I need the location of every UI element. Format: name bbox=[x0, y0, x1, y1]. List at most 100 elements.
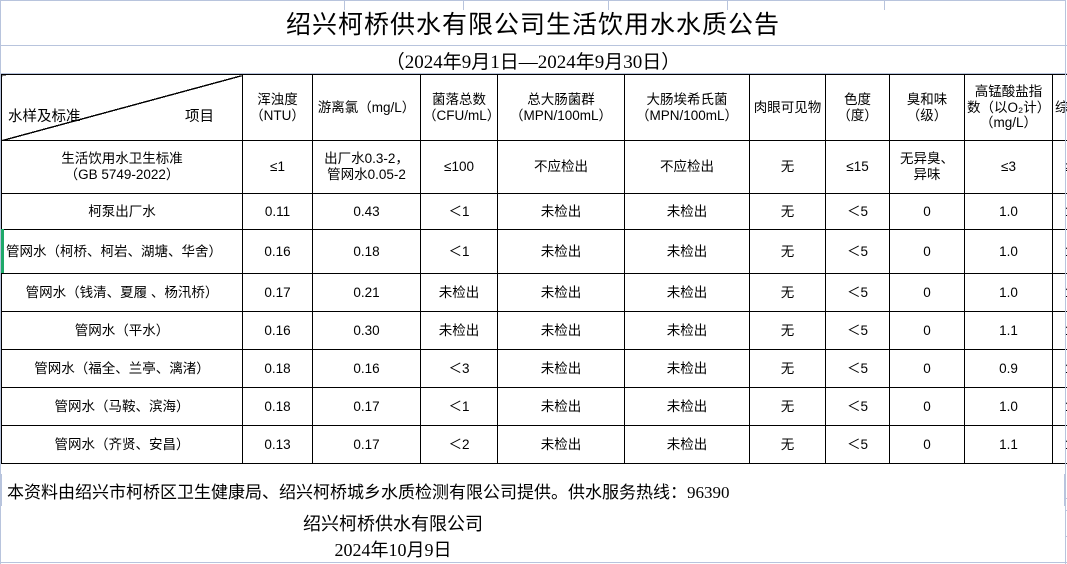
cell-pass-rate: 100% bbox=[1052, 387, 1067, 426]
standard-total-coliform: 不应检出 bbox=[497, 140, 625, 194]
standard-value-line: 无异臭、 bbox=[900, 151, 954, 167]
cell-pass-rate: 100% bbox=[1052, 349, 1067, 388]
header-line: 综合合格率 bbox=[1055, 99, 1067, 115]
cell-total-coliform: 未检出 bbox=[497, 229, 625, 274]
row-label: 柯泵出厂水 bbox=[1, 193, 243, 230]
table-row[interactable]: 管网水（平水） 0.16 0.30 未检出 未检出 未检出 无 ＜5 0 1.1… bbox=[1, 311, 1067, 350]
standard-permanganate: ≤3 bbox=[964, 140, 1053, 194]
row-label: 管网水（齐贤、安昌） bbox=[1, 425, 243, 464]
cell-pass-rate: 100% bbox=[1052, 229, 1067, 274]
standard-value-line: 管网水0.05-2 bbox=[327, 167, 406, 182]
standard-value-line: 出厂水0.3-2， bbox=[324, 151, 409, 167]
cell-chroma: ＜5 bbox=[825, 387, 890, 426]
cell-chroma: ＜5 bbox=[825, 425, 890, 464]
table-row[interactable]: 管网水（齐贤、安昌） 0.13 0.17 ＜2 未检出 未检出 无 ＜5 0 1… bbox=[1, 425, 1067, 464]
standard-free-chlorine: 出厂水0.3-2， 管网水0.05-2 bbox=[312, 140, 421, 194]
sheet-gridline bbox=[727, 0, 728, 10]
sheet-gridline bbox=[463, 0, 464, 10]
cell-colony-count: ＜1 bbox=[420, 229, 498, 274]
cell-chroma: ＜5 bbox=[825, 193, 890, 230]
cell-turbidity: 0.11 bbox=[242, 193, 313, 230]
cell-odor: 0 bbox=[889, 349, 965, 388]
standard-row: 生活饮用水卫生标准 （GB 5749-2022） ≤1 出厂水0.3-2， 管网… bbox=[1, 140, 1067, 194]
cell-chroma: ＜5 bbox=[825, 311, 890, 350]
header-line: （NTU） bbox=[250, 107, 305, 123]
header-line: 浑浊度 bbox=[257, 91, 298, 107]
cell-odor: 0 bbox=[889, 273, 965, 312]
header-line: 大肠埃希氏菌 bbox=[646, 91, 728, 107]
cell-total-coliform: 未检出 bbox=[497, 273, 625, 312]
cell-turbidity: 0.18 bbox=[242, 387, 313, 426]
column-header-turbidity: 浑浊度 （NTU） bbox=[242, 74, 313, 141]
cell-odor: 0 bbox=[889, 229, 965, 274]
table-row[interactable]: 管网水（柯桥、柯岩、湖塘、华舍） 0.16 0.18 ＜1 未检出 未检出 无 … bbox=[1, 229, 1067, 274]
footnote: 本资料由绍兴市柯桥区卫生健康局、绍兴柯桥城乡水质检测有限公司提供。供水服务热线：… bbox=[1, 474, 1065, 506]
cell-permanganate: 1.1 bbox=[964, 425, 1053, 464]
cell-pass-rate: 100% bbox=[1052, 425, 1067, 464]
column-header-total-coliform: 总大肠菌群 （MPN/100mL） bbox=[497, 74, 625, 141]
table-row[interactable]: 管网水（钱清、夏履 、杨汛桥） 0.17 0.21 未检出 未检出 未检出 无 … bbox=[1, 273, 1067, 312]
cell-total-coliform: 未检出 bbox=[497, 425, 625, 464]
cell-visible-matter: 无 bbox=[749, 425, 826, 464]
cell-e-coli: 未检出 bbox=[624, 273, 750, 312]
column-header-free-chlorine: 游离氯（mg/L） bbox=[312, 74, 421, 141]
signature-company: 绍兴柯桥供水有限公司 bbox=[1, 510, 1065, 536]
cell-turbidity: 0.16 bbox=[242, 229, 313, 274]
cell-free-chlorine: 0.43 bbox=[312, 193, 421, 230]
header-line: （级） bbox=[906, 107, 948, 123]
cell-colony-count: ＜1 bbox=[420, 387, 498, 426]
cell-permanganate: 1.0 bbox=[964, 193, 1053, 230]
sheet-gridline bbox=[884, 0, 885, 10]
cell-permanganate: 1.0 bbox=[964, 387, 1053, 426]
cell-visible-matter: 无 bbox=[749, 193, 826, 230]
corner-column-axis-label: 项目 bbox=[185, 108, 214, 125]
signature-date: 2024年10月9日 bbox=[1, 536, 1065, 562]
cell-permanganate: 0.9 bbox=[964, 349, 1053, 388]
cell-free-chlorine: 0.30 bbox=[312, 311, 421, 350]
table-row[interactable]: 管网水（福全、兰亭、漓渚） 0.18 0.16 ＜3 未检出 未检出 无 ＜5 … bbox=[1, 349, 1067, 388]
cell-turbidity: 0.13 bbox=[242, 425, 313, 464]
cell-pass-rate: 100% bbox=[1052, 311, 1067, 350]
standard-value-line: 异味 bbox=[913, 167, 941, 182]
sheet-gridline bbox=[0, 45, 1067, 46]
column-header-odor: 臭和味 （级） bbox=[889, 74, 965, 141]
row-label: 管网水（钱清、夏履 、杨汛桥） bbox=[1, 273, 243, 312]
cell-pass-rate: 100% bbox=[1052, 193, 1067, 230]
cell-e-coli: 未检出 bbox=[624, 193, 750, 230]
standard-e-coli: 不应检出 bbox=[624, 140, 750, 194]
table-row[interactable]: 管网水（马鞍、滨海） 0.18 0.17 ＜1 未检出 未检出 无 ＜5 0 1… bbox=[1, 387, 1067, 426]
cell-visible-matter: 无 bbox=[749, 387, 826, 426]
cell-free-chlorine: 0.21 bbox=[312, 273, 421, 312]
row-label: 管网水（柯桥、柯岩、湖塘、华舍） bbox=[1, 229, 243, 274]
header-line: 肉眼可见物 bbox=[753, 99, 822, 115]
header-line: 数（以O₂计） bbox=[967, 99, 1051, 115]
column-header-pass-rate: 水质 综合合格率 bbox=[1052, 74, 1067, 141]
row-label: 管网水（马鞍、滨海） bbox=[1, 387, 243, 426]
sheet-gridline bbox=[0, 73, 1067, 74]
cell-colony-count: 未检出 bbox=[420, 273, 498, 312]
cell-chroma: ＜5 bbox=[825, 229, 890, 274]
table-header-row: 项目 水样及标准 浑浊度 （NTU） 游离氯（mg/L） 菌落总数 （CFU/m… bbox=[1, 74, 1067, 141]
sheet-gridline bbox=[0, 562, 1067, 563]
cell-e-coli: 未检出 bbox=[624, 387, 750, 426]
cell-total-coliform: 未检出 bbox=[497, 193, 625, 230]
row-label: 管网水（平水） bbox=[1, 311, 243, 350]
header-line: 总大肠菌群 bbox=[527, 91, 595, 107]
cell-visible-matter: 无 bbox=[749, 349, 826, 388]
cell-turbidity: 0.17 bbox=[242, 273, 313, 312]
cell-e-coli: 未检出 bbox=[624, 425, 750, 464]
standard-visible-matter: 无 bbox=[749, 140, 826, 194]
cell-e-coli: 未检出 bbox=[624, 349, 750, 388]
table-row[interactable]: 柯泵出厂水 0.11 0.43 ＜1 未检出 未检出 无 ＜5 0 1.0 10… bbox=[1, 193, 1067, 230]
header-line: （MPN/100mL） bbox=[635, 107, 739, 123]
cell-odor: 0 bbox=[889, 193, 965, 230]
cell-permanganate: 1.1 bbox=[964, 311, 1053, 350]
cell-total-coliform: 未检出 bbox=[497, 387, 625, 426]
cell-permanganate: 1.0 bbox=[964, 273, 1053, 312]
standard-row-label: 生活饮用水卫生标准 （GB 5749-2022） bbox=[1, 140, 243, 194]
report-title: 绍兴柯桥供水有限公司生活饮用水水质公告 bbox=[285, 12, 780, 39]
corner-row-axis-label: 水样及标准 bbox=[8, 108, 81, 125]
cell-odor: 0 bbox=[889, 311, 965, 350]
standard-label-line: 生活饮用水卫生标准 bbox=[61, 151, 183, 167]
cell-chroma: ＜5 bbox=[825, 349, 890, 388]
